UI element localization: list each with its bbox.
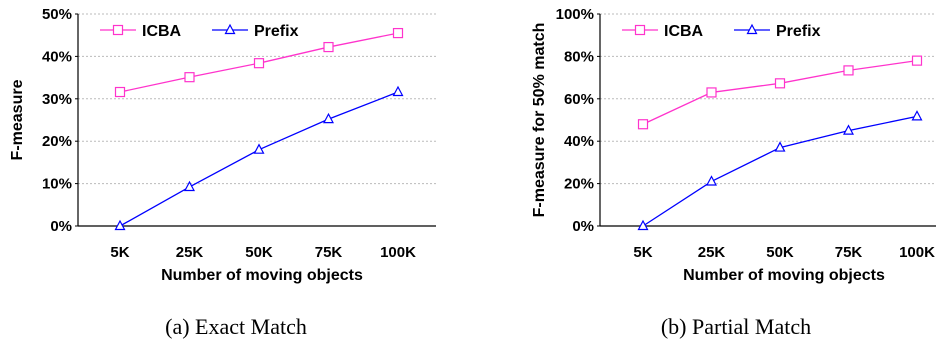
legend-marker-square (112, 24, 124, 36)
legend-marker-square (634, 24, 646, 36)
x-tick-label: 5K (110, 244, 129, 261)
y-axis-title: F-measure (9, 79, 26, 160)
series-icba (114, 27, 404, 98)
data-point (253, 58, 265, 69)
data-point (774, 141, 786, 152)
x-tick-label: 75K (315, 244, 343, 261)
data-point (184, 72, 195, 83)
data-point (114, 219, 126, 231)
x-axis-title: Number of moving objects (161, 267, 363, 284)
figure-caption: (b) Partial Match (661, 314, 811, 339)
data-point (253, 143, 265, 154)
figure-caption: (a) Exact Match (165, 314, 307, 339)
y-tick-label: 50% (42, 6, 72, 23)
y-axis-title: F-measure for 50% match (531, 23, 548, 218)
y-tick-label: 10% (42, 176, 72, 193)
x-axis-title: Number of moving objects (683, 267, 885, 284)
data-point (114, 86, 126, 98)
legend: ICBA Prefix (622, 23, 821, 40)
y-tick-label: 60% (564, 91, 594, 108)
x-tick-label: 25K (698, 244, 726, 261)
x-tick-label: 25K (176, 244, 204, 261)
y-tick-label: 80% (564, 48, 594, 65)
series-prefix (114, 85, 404, 231)
x-tick-label: 50K (245, 244, 273, 261)
data-point (706, 87, 717, 98)
series-line (642, 115, 918, 227)
data-point (323, 41, 334, 53)
y-tick-label: 20% (564, 176, 594, 193)
legend-marker-triangle (224, 23, 236, 35)
data-point (843, 65, 854, 76)
y-tick-label: 0% (572, 218, 594, 235)
data-point (706, 175, 717, 186)
data-point (392, 27, 404, 39)
legend-label: Prefix (254, 23, 299, 40)
y-tick-label: 20% (42, 133, 72, 150)
legend-label: ICBA (664, 23, 704, 40)
y-tick-label: 40% (564, 133, 594, 150)
x-tick-label: 50K (766, 244, 794, 261)
legend: ICBA Prefix (100, 23, 299, 40)
series-line (119, 91, 399, 227)
y-tick-label: 30% (42, 91, 72, 108)
series-icba (637, 55, 923, 130)
data-point (843, 124, 854, 135)
x-tick-label: 100K (899, 244, 935, 261)
data-point (911, 55, 923, 66)
legend-marker-triangle (746, 23, 758, 35)
data-point (637, 119, 649, 130)
x-tick-label: 5K (633, 244, 652, 261)
chart-a: 0% 10% 20% 30% 40% 50% 5K 25K 50K 75K 100K Number o… (9, 6, 436, 339)
legend-label: Prefix (776, 23, 821, 40)
series-prefix (637, 110, 923, 231)
y-tick-label: 100% (556, 6, 594, 23)
data-point (392, 85, 404, 97)
y-tick-label: 40% (42, 48, 72, 65)
data-point (323, 112, 334, 124)
x-tick-label: 100K (380, 244, 416, 261)
chart-b: 0% 20% 40% 60% 80% 100% 5K 25K 50K 75K 100K Number … (531, 6, 936, 339)
x-tick-label: 75K (835, 244, 863, 261)
y-tick-label: 0% (50, 218, 72, 235)
data-point (637, 219, 649, 231)
data-point (184, 180, 195, 192)
legend-label: ICBA (142, 23, 182, 40)
data-point (774, 78, 786, 89)
series-line (642, 59, 918, 125)
data-point (911, 110, 923, 121)
